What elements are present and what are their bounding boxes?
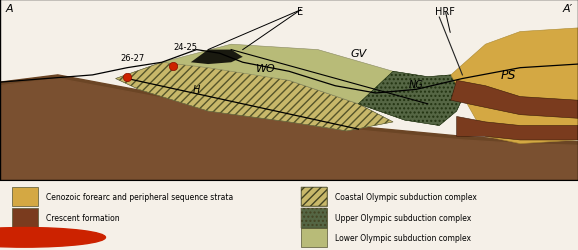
FancyBboxPatch shape bbox=[301, 187, 327, 206]
Text: Rock sample: Rock sample bbox=[46, 233, 95, 242]
FancyBboxPatch shape bbox=[12, 187, 38, 206]
Text: WO: WO bbox=[256, 64, 276, 74]
Text: NG: NG bbox=[409, 80, 424, 90]
Polygon shape bbox=[116, 63, 393, 132]
Polygon shape bbox=[451, 29, 578, 144]
Text: HRF: HRF bbox=[435, 7, 455, 17]
Polygon shape bbox=[0, 79, 578, 180]
Polygon shape bbox=[191, 50, 243, 65]
FancyBboxPatch shape bbox=[301, 208, 327, 228]
Text: Lower Olympic subduction complex: Lower Olympic subduction complex bbox=[335, 233, 471, 242]
Text: H: H bbox=[193, 85, 200, 95]
FancyBboxPatch shape bbox=[301, 228, 327, 247]
Text: 26-27: 26-27 bbox=[121, 54, 145, 63]
Text: E: E bbox=[298, 7, 303, 17]
Polygon shape bbox=[451, 81, 578, 119]
Text: A: A bbox=[6, 4, 13, 14]
Text: GV: GV bbox=[350, 49, 366, 59]
Polygon shape bbox=[0, 76, 578, 180]
Text: Cenozoic forearc and peripheral sequence strata: Cenozoic forearc and peripheral sequence… bbox=[46, 192, 234, 201]
Text: Coastal Olympic subduction complex: Coastal Olympic subduction complex bbox=[335, 192, 477, 201]
FancyBboxPatch shape bbox=[12, 208, 38, 228]
Polygon shape bbox=[162, 45, 428, 104]
Polygon shape bbox=[457, 117, 578, 140]
Polygon shape bbox=[358, 72, 468, 126]
Text: Upper Olympic subduction complex: Upper Olympic subduction complex bbox=[335, 213, 472, 222]
Text: A′: A′ bbox=[562, 4, 572, 14]
Text: PS: PS bbox=[501, 69, 516, 82]
Text: 24-25: 24-25 bbox=[173, 43, 197, 52]
Circle shape bbox=[0, 228, 105, 247]
Text: Crescent formation: Crescent formation bbox=[46, 213, 120, 222]
